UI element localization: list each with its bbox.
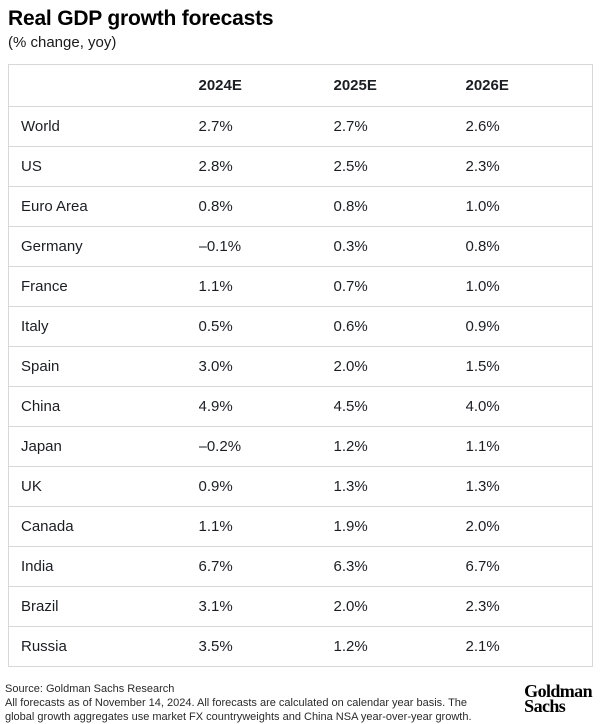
row-value: 2.3% [465, 158, 500, 175]
table-row: Germany –0.1% 0.3% 0.8% [8, 226, 593, 267]
page-title: Real GDP growth forecasts [8, 7, 274, 30]
row-value: –0.1% [198, 238, 242, 255]
table-row: US 2.8% 2.5% 2.3% [8, 146, 593, 187]
row-label: Japan [21, 438, 62, 455]
source-line: Source: Goldman Sachs Research [5, 683, 175, 695]
row-value: 0.8% [333, 198, 368, 215]
column-header-2024e: 2024E [198, 77, 242, 94]
row-value: 3.5% [198, 638, 233, 655]
table-row: World 2.7% 2.7% 2.6% [8, 106, 593, 147]
row-value: 2.1% [465, 638, 500, 655]
row-label: China [21, 398, 61, 415]
row-value: 4.5% [333, 398, 368, 415]
table-row: Brazil 3.1% 2.0% 2.3% [8, 586, 593, 627]
page-subtitle: (% change, yoy) [8, 34, 117, 51]
row-value: 1.5% [465, 358, 500, 375]
note-line-1: All forecasts as of November 14, 2024. A… [5, 697, 468, 709]
row-value: 1.1% [198, 518, 233, 535]
row-value: 0.9% [465, 318, 500, 335]
row-label: UK [21, 478, 42, 495]
row-value: 0.9% [198, 478, 233, 495]
row-value: 0.8% [198, 198, 233, 215]
row-value: 3.1% [198, 598, 233, 615]
row-value: 1.2% [333, 438, 368, 455]
row-label: World [21, 118, 60, 135]
row-value: 2.8% [198, 158, 233, 175]
row-label: Brazil [21, 598, 59, 615]
table-row: Canada 1.1% 1.9% 2.0% [8, 506, 593, 547]
row-label: US [21, 158, 42, 175]
table-row: Euro Area 0.8% 0.8% 1.0% [8, 186, 593, 227]
table-row: Italy 0.5% 0.6% 0.9% [8, 306, 593, 347]
row-value: 0.3% [333, 238, 368, 255]
note-line-2: global growth aggregates use market FX c… [5, 711, 472, 723]
table-row: Spain 3.0% 2.0% 1.5% [8, 346, 593, 387]
row-label: Italy [21, 318, 49, 335]
row-value: 2.7% [198, 118, 233, 135]
row-label: Germany [21, 238, 83, 255]
column-header-2025e: 2025E [333, 77, 377, 94]
table-row: Japan –0.2% 1.2% 1.1% [8, 426, 593, 467]
column-header-2026e: 2026E [465, 77, 509, 94]
row-label: Euro Area [21, 198, 88, 215]
row-value: 0.7% [333, 278, 368, 295]
row-label: Spain [21, 358, 60, 375]
row-value: 1.0% [465, 278, 500, 295]
row-value: 0.6% [333, 318, 368, 335]
table-row: UK 0.9% 1.3% 1.3% [8, 466, 593, 507]
row-label: France [21, 278, 68, 295]
table-row: Russia 3.5% 1.2% 2.1% [8, 626, 593, 667]
row-value: 2.6% [465, 118, 500, 135]
row-value: 1.2% [333, 638, 368, 655]
table-body: World 2.7% 2.7% 2.6% US 2.8% 2.5% 2.3% Euro Area… [8, 106, 593, 667]
row-value: 2.0% [333, 598, 368, 615]
table-row: France 1.1% 0.7% 1.0% [8, 266, 593, 307]
row-label: Russia [21, 638, 67, 655]
row-value: 4.9% [198, 398, 233, 415]
row-value: –0.2% [198, 438, 242, 455]
row-value: 1.1% [465, 438, 500, 455]
footer: Source: Goldman Sachs Research All forec… [5, 681, 593, 724]
header-row: 2024E 2025E 2026E [9, 65, 593, 107]
row-value: 6.7% [198, 558, 233, 575]
row-value: 2.7% [333, 118, 368, 135]
logo-line-1: Goldman [524, 681, 592, 701]
row-value: 3.0% [198, 358, 233, 375]
row-value: 1.9% [333, 518, 368, 535]
row-value: 2.5% [333, 158, 368, 175]
row-value: 0.5% [198, 318, 233, 335]
row-value: 4.0% [465, 398, 500, 415]
row-value: 1.1% [198, 278, 233, 295]
row-label: Canada [21, 518, 74, 535]
row-value: 0.8% [465, 238, 500, 255]
row-value: 1.0% [465, 198, 500, 215]
table-row: China 4.9% 4.5% 4.0% [8, 386, 593, 427]
row-value: 2.3% [465, 598, 500, 615]
row-value: 6.3% [333, 558, 368, 575]
row-label: India [21, 558, 54, 575]
row-value: 2.0% [465, 518, 500, 535]
gdp-forecast-table: 2024E 2025E 2026E World 2.7% 2.7% 2.6% US 2.8… [8, 64, 593, 667]
row-value: 6.7% [465, 558, 500, 575]
footer-notes: Source: Goldman Sachs Research All forec… [5, 682, 472, 724]
row-value: 2.0% [333, 358, 368, 375]
logo-line-2: Sachs [524, 696, 566, 716]
row-value: 1.3% [465, 478, 500, 495]
goldman-sachs-logo: Goldman Sachs [524, 681, 592, 716]
row-value: 1.3% [333, 478, 368, 495]
header-corner-cell [9, 65, 199, 107]
table-row: India 6.7% 6.3% 6.7% [8, 546, 593, 587]
